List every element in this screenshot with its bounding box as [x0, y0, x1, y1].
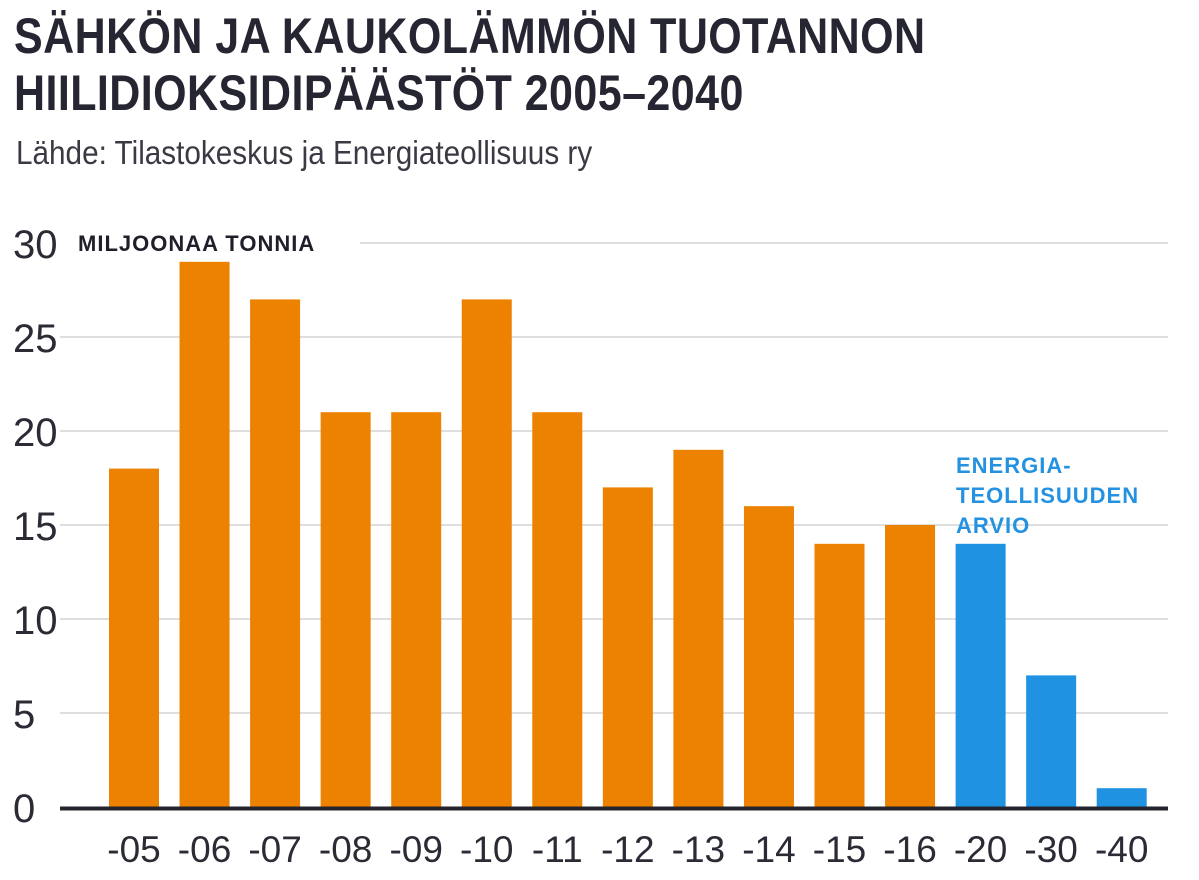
chart-title: SÄHKÖN JA KAUKOLÄMMÖN TUOTANNON HIILIDIO… — [14, 8, 926, 122]
forecast-annotation-line-3: ARVIO — [956, 513, 1030, 538]
y-tick-label: 20 — [13, 411, 58, 455]
bar-actual-05 — [109, 468, 159, 807]
bar-actual-13 — [673, 449, 724, 807]
x-tick-label: -40 — [1095, 829, 1148, 870]
bar-actual-07 — [250, 299, 301, 807]
y-tick-label: 10 — [13, 599, 58, 643]
x-tick-label: -20 — [954, 829, 1007, 870]
bar-actual-11 — [532, 412, 583, 807]
bar-forecast-30 — [1026, 675, 1077, 807]
x-tick-label: -06 — [178, 829, 231, 870]
chart-title-line-1: SÄHKÖN JA KAUKOLÄMMÖN TUOTANNON — [14, 8, 926, 64]
x-tick-label: -10 — [460, 829, 513, 870]
x-tick-label: -16 — [883, 829, 936, 870]
bars — [109, 261, 1147, 807]
y-tick-label: 15 — [13, 505, 58, 549]
bar-actual-08 — [320, 412, 371, 807]
y-tick-label: 25 — [13, 317, 58, 361]
x-tick-label: -12 — [601, 829, 654, 870]
bar-forecast-20 — [955, 543, 1006, 807]
x-tick-label: -13 — [672, 829, 725, 870]
x-tick-label: -07 — [248, 829, 301, 870]
bar-actual-12 — [602, 487, 653, 807]
x-tick-label: -08 — [319, 829, 372, 870]
bar-actual-10 — [461, 299, 512, 807]
x-tick-label: -09 — [389, 829, 442, 870]
y-tick-label: 5 — [13, 693, 35, 737]
bar-forecast-40 — [1096, 788, 1147, 807]
x-tick-label: -14 — [742, 829, 795, 870]
forecast-annotation-line-2: TEOLLISUUDEN — [956, 483, 1139, 508]
chart-title-line-2: HIILIDIOKSIDIPÄÄSTÖT 2005–2040 — [14, 65, 744, 121]
forecast-annotation: ENERGIA- TEOLLISUUDEN ARVIO — [956, 453, 1146, 538]
chart-source: Lähde: Tilastokeskus ja Energiateollisuu… — [16, 134, 593, 171]
y-tick-label: 30 — [13, 223, 58, 267]
forecast-annotation-line-1: ENERGIA- — [956, 453, 1072, 478]
x-tick-label: -15 — [813, 829, 866, 870]
bar-actual-15 — [814, 543, 865, 807]
bar-actual-06 — [179, 261, 230, 807]
bar-actual-09 — [391, 412, 442, 807]
bar-actual-14 — [743, 506, 794, 807]
y-tick-label: 0 — [13, 787, 35, 831]
x-tick-label: -11 — [532, 829, 583, 870]
y-unit-label: MILJOONAA TONNIA — [78, 231, 315, 256]
x-tick-label: -05 — [107, 829, 160, 870]
x-tick-label: -30 — [1024, 829, 1077, 870]
bar-actual-16 — [885, 525, 936, 807]
